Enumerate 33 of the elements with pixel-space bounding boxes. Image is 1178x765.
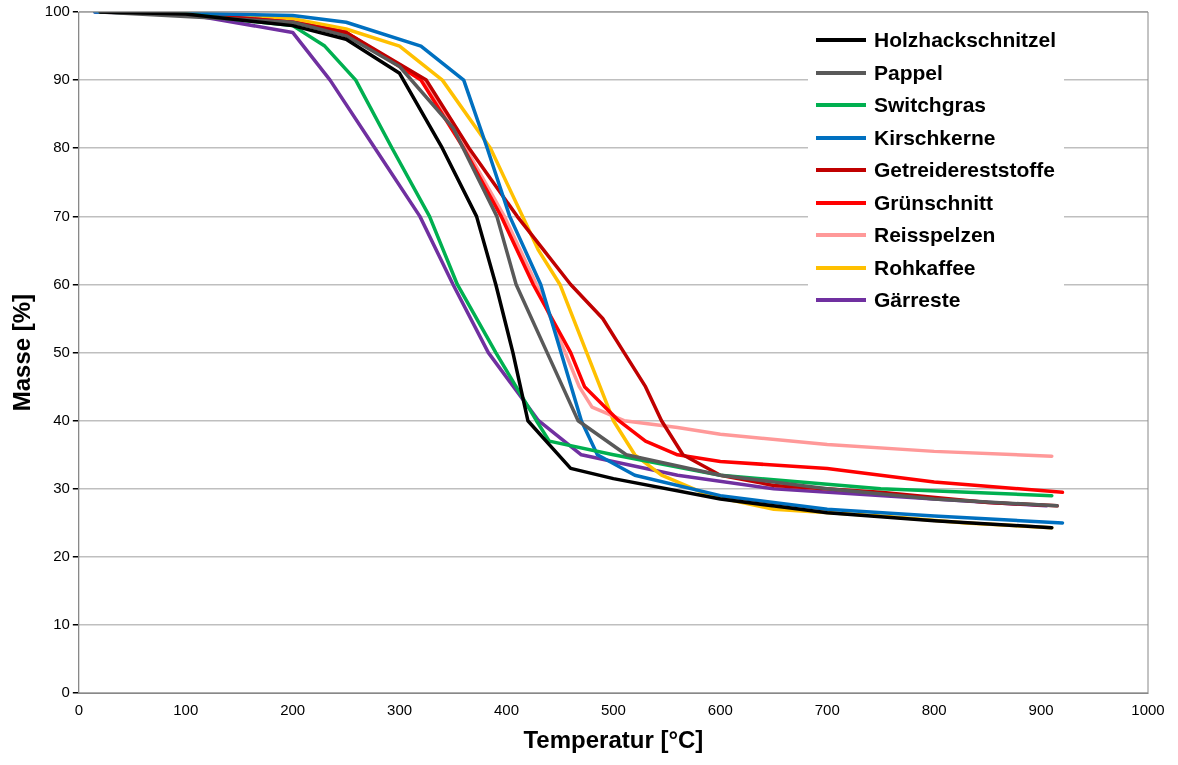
y-tick-label: 70 (53, 206, 70, 224)
x-tick-label: 600 (707, 701, 733, 719)
y-tick-label: 40 (53, 410, 70, 428)
x-tick-label: 800 (921, 701, 947, 719)
legend-label: Rohkaffee (874, 255, 976, 280)
x-tick-label: 400 (493, 701, 520, 719)
legend-label: Pappel (874, 60, 943, 85)
legend-label: Gärreste (874, 288, 961, 313)
y-tick-label: 60 (53, 274, 70, 292)
x-tick-label: 300 (387, 701, 413, 719)
y-tick-label: 10 (53, 615, 70, 633)
y-tick-label: 30 (53, 478, 70, 496)
y-tick-label: 20 (53, 547, 70, 565)
y-tick-label: 100 (44, 2, 70, 20)
x-tick-label: 200 (280, 701, 306, 719)
y-axis-title: Masse [%] (8, 293, 36, 412)
x-tick-label: 100 (173, 701, 199, 719)
x-tick-label: 1000 (1131, 701, 1165, 719)
x-tick-label: 900 (1028, 701, 1054, 719)
legend-label: Kirschkerne (874, 125, 996, 150)
legend-label: Getreidereststoffe (874, 158, 1055, 183)
x-tick-label: 0 (74, 701, 83, 719)
y-tick-label: 80 (53, 138, 70, 156)
x-tick-label: 700 (814, 701, 840, 719)
y-tick-label: 90 (53, 70, 70, 88)
legend-label: Switchgras (874, 93, 987, 118)
legend-label: Grünschnitt (874, 190, 993, 215)
x-axis-title: Temperatur [°C] (523, 726, 704, 754)
y-tick-label: 50 (53, 342, 70, 360)
legend-label: Holzhackschnitzel (874, 28, 1057, 53)
x-tick-label: 500 (600, 701, 626, 719)
legend-label: Reisspelzen (874, 223, 996, 248)
y-tick-label: 0 (61, 683, 70, 701)
